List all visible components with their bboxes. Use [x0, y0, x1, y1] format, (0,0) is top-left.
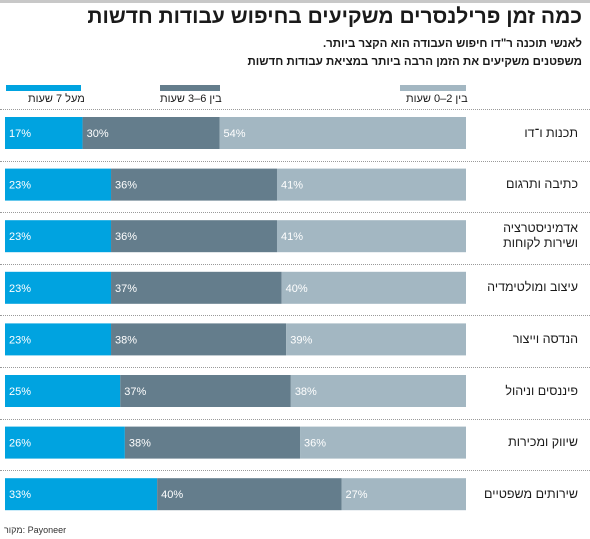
source-note: מקור: Payoneer: [4, 525, 67, 535]
row-divider: [0, 109, 590, 110]
bar-segment-2: [276, 220, 466, 253]
legend-swatch: [400, 85, 466, 91]
data-label: 37%: [115, 283, 137, 295]
data-label: 54%: [224, 128, 246, 140]
bar-segment-1: [111, 168, 277, 201]
bar-segment-0: [5, 168, 112, 201]
category-label: פיננסים וניהול: [505, 383, 578, 398]
row-divider: [0, 367, 590, 368]
category-label: הנדסה וייצור: [512, 331, 578, 346]
bar-segment-1: [157, 478, 342, 511]
category-label: שיווק ומכירות: [508, 435, 578, 450]
data-label: 30%: [87, 128, 109, 140]
category-label: עיצוב ומולטימדיה: [487, 280, 578, 295]
bar-segment-1: [111, 220, 277, 253]
data-label: 25%: [9, 386, 31, 398]
row-divider: [0, 160, 590, 162]
category-label: אדמיניסטרציה ושירות לקוחות: [503, 221, 578, 251]
bar-segment-1: [120, 375, 291, 407]
top-accent-bar: [0, 0, 590, 3]
data-label: 27%: [346, 489, 368, 501]
data-label: 17%: [9, 128, 31, 140]
legend-label: בין 2–0 שעות: [406, 93, 468, 105]
bar-segment-2: [341, 478, 466, 511]
data-label: 37%: [124, 386, 146, 398]
row-divider: [0, 470, 590, 472]
row-divider: [0, 263, 590, 265]
bar-segment-2: [300, 426, 466, 459]
data-label: 26%: [9, 438, 31, 450]
bar-segment-0: [5, 478, 158, 511]
data-label: 36%: [115, 231, 137, 243]
legend-label: מעל 7 שעות: [28, 93, 85, 105]
category-label: תכנות ו־דו: [524, 125, 578, 140]
bar-segment-0: [5, 220, 112, 253]
data-label: 40%: [161, 489, 183, 501]
data-label: 39%: [290, 334, 312, 346]
chart-subtitle-2: משפטנים משקיעים את הזמן הרבה ביותר במציא…: [247, 56, 582, 68]
legend-label: בין 6–3 שעות: [160, 93, 222, 105]
data-label: 40%: [286, 283, 308, 295]
category-label: כתיבה ותרגום: [505, 177, 578, 192]
row-divider: [0, 212, 590, 214]
data-label: 41%: [281, 180, 303, 192]
bar-segment-2: [219, 117, 466, 149]
bar-segment-2: [276, 168, 466, 201]
data-label: 23%: [9, 180, 31, 192]
data-label: 23%: [9, 334, 31, 346]
data-label: 38%: [115, 334, 137, 346]
bar-segment-2: [281, 271, 466, 304]
bar-segment-1: [111, 323, 287, 356]
bar-segment-0: [5, 271, 112, 304]
bar-segment-1: [82, 117, 220, 149]
bar-segment-0: [5, 117, 83, 149]
data-label: 33%: [9, 489, 31, 501]
bar-segment-2: [290, 375, 466, 407]
data-label: 38%: [129, 438, 151, 450]
row-divider: [0, 315, 590, 317]
legend-swatch: [160, 85, 220, 91]
bar-segment-1: [111, 271, 282, 304]
data-label: 36%: [115, 180, 137, 192]
row-divider: [0, 418, 590, 420]
bar-segment-0: [5, 323, 112, 356]
bar-segment-2: [286, 323, 466, 356]
data-label: 36%: [304, 438, 326, 450]
data-label: 41%: [281, 231, 303, 243]
data-label: 23%: [9, 231, 31, 243]
bar-segment-1: [124, 426, 301, 459]
legend-swatch: [6, 85, 81, 91]
bar-segment-0: [5, 375, 121, 407]
chart-subtitle-1: לאנשי תוכנה ר"דו חיפוש העבודה הוא הקצר ב…: [322, 38, 582, 50]
data-label: 38%: [295, 386, 317, 398]
chart-title: כמה זמן פרילנסרים משקיעים בחיפוש עבודות …: [87, 5, 582, 28]
category-label: שירותים משפטיים: [484, 486, 578, 501]
data-label: 23%: [9, 283, 31, 295]
bar-segment-0: [5, 426, 125, 459]
